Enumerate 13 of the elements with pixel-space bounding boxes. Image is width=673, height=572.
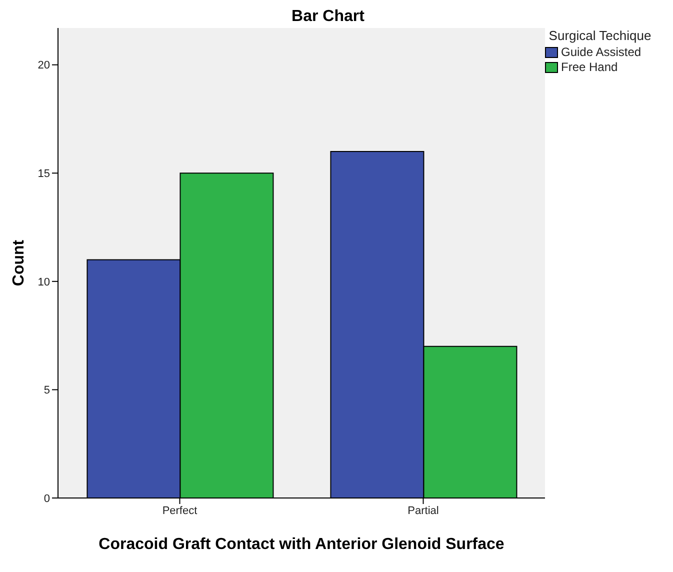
y-axis-title: Count <box>10 239 28 286</box>
y-tick-label: 15 <box>38 168 50 180</box>
x-tick-label: Perfect <box>162 504 198 517</box>
y-tick-label: 5 <box>44 384 50 397</box>
x-axis-title: Coracoid Graft Contact with Anterior Glenoid Surface <box>98 536 504 553</box>
legend-label: Free Hand <box>561 60 618 74</box>
y-tick-label: 20 <box>38 60 50 72</box>
chart-title: Bar Chart <box>290 8 366 27</box>
legend-label: Guide Assisted <box>561 45 642 59</box>
y-tick-label: 10 <box>38 276 50 288</box>
y-tick-label: 0 <box>44 492 50 505</box>
legend-title: Surgical Techique <box>548 28 652 43</box>
x-tick-label: Partial <box>408 504 439 517</box>
